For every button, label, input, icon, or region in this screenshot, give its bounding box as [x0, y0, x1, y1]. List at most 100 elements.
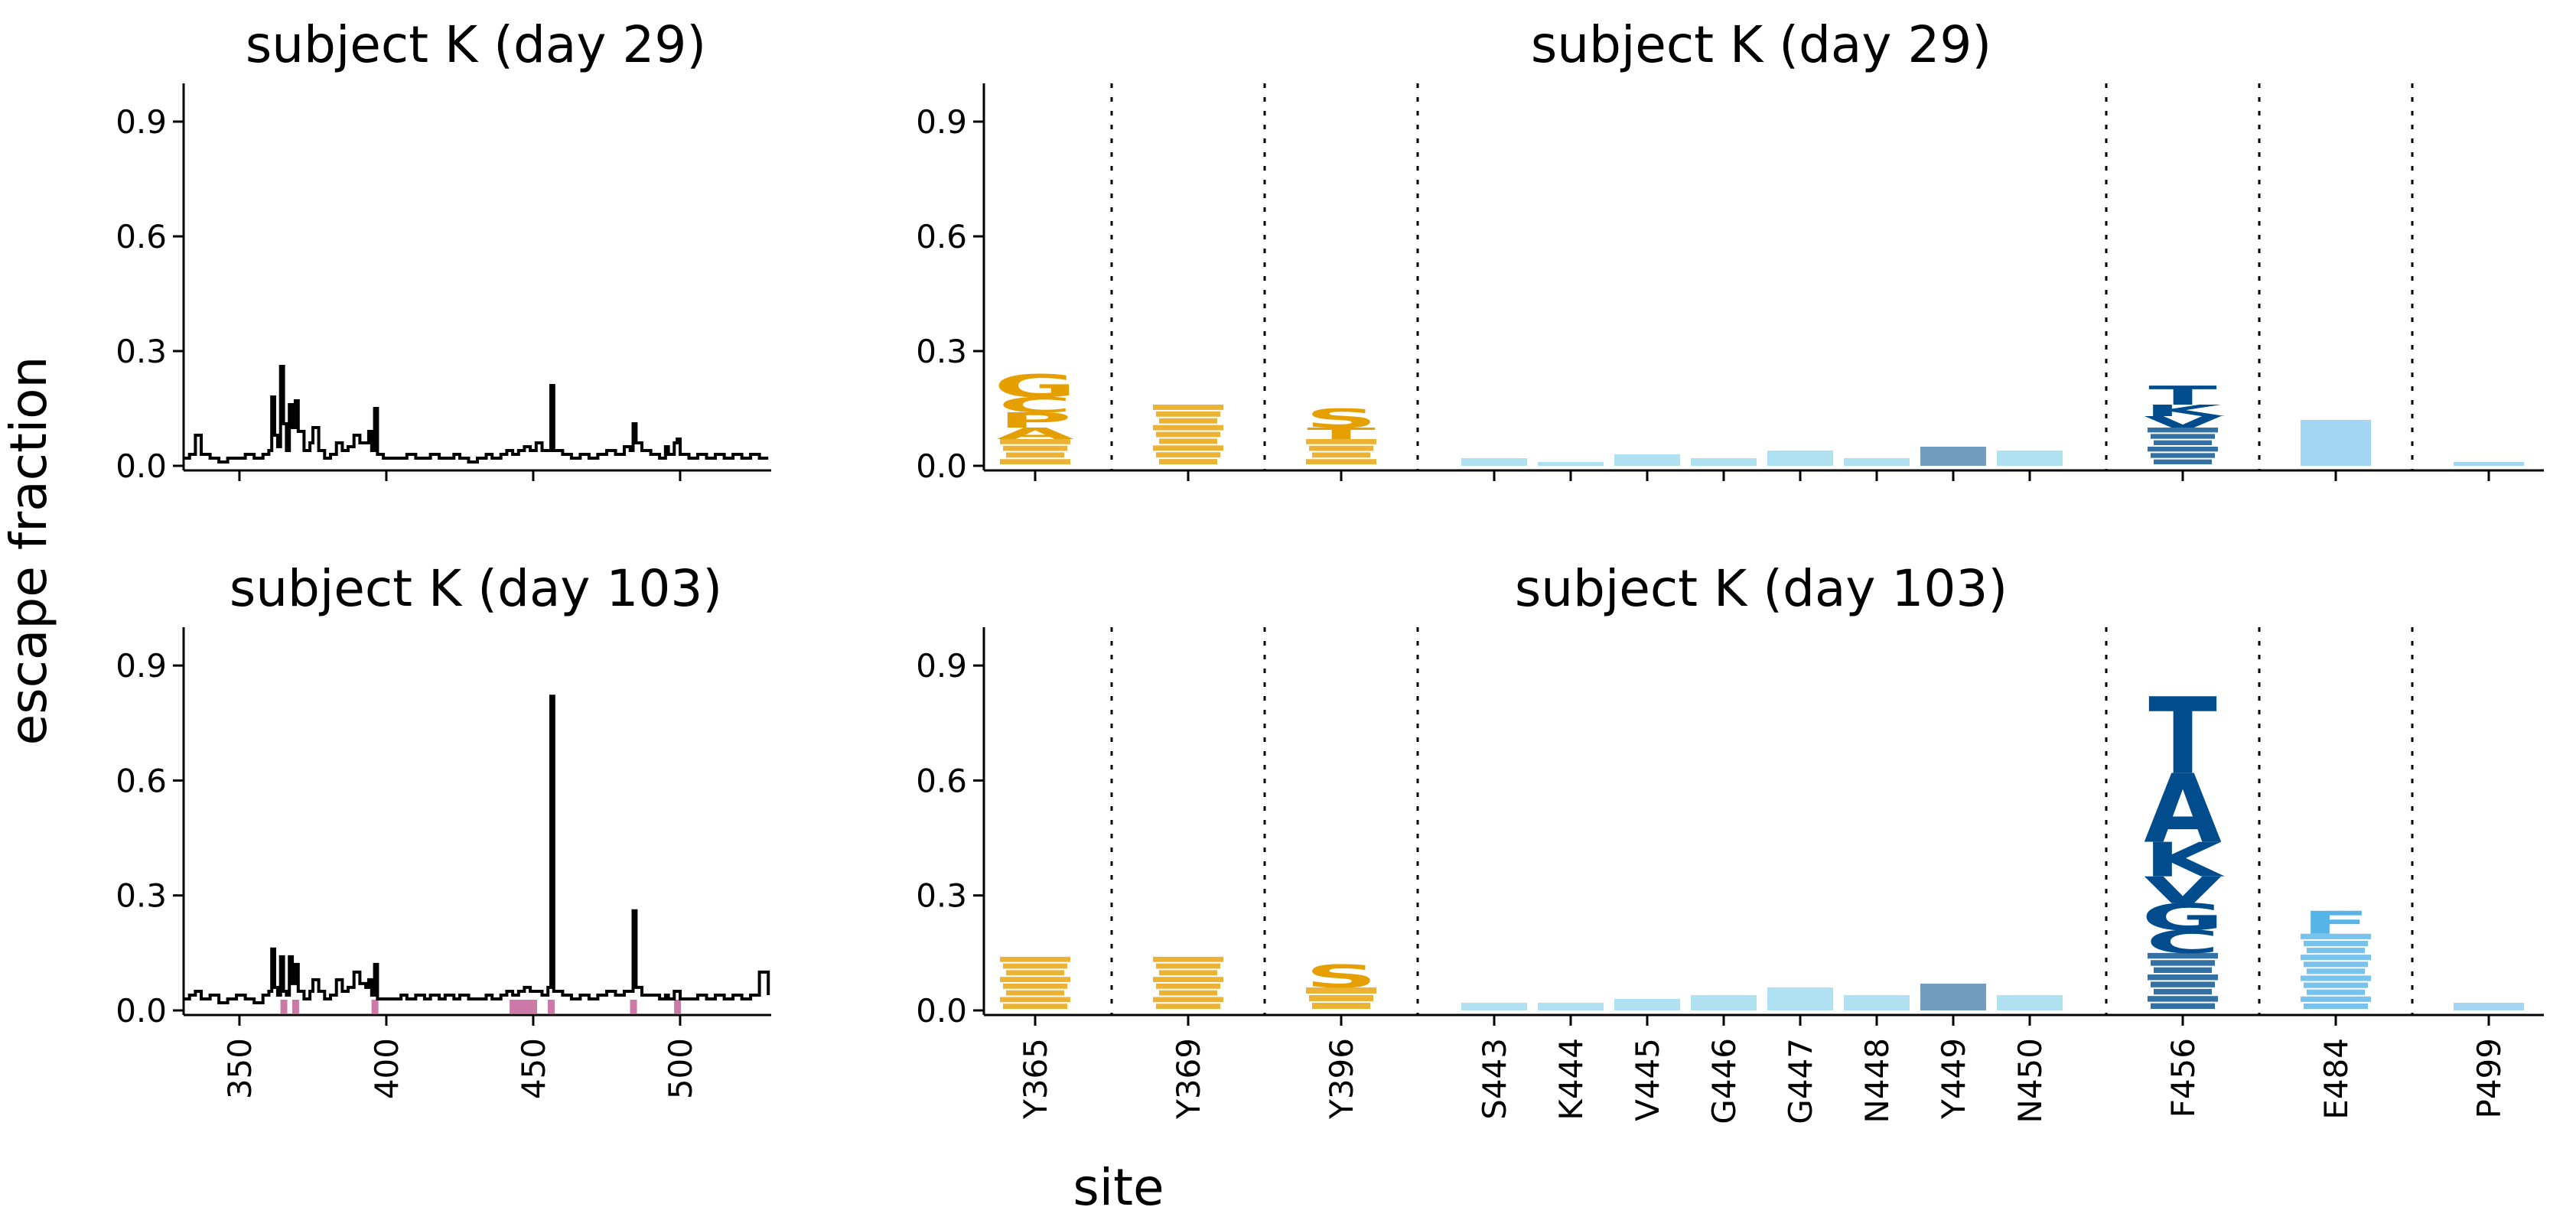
strong-site-marker: [280, 1000, 288, 1013]
logo-bar: [1614, 998, 1680, 1010]
logo-letter-sliver: [1000, 977, 1070, 982]
logo-bar: [1920, 983, 1986, 1010]
title-line-day29: subject K (day 29): [246, 15, 706, 74]
logo-letter-sliver: [2148, 974, 2218, 981]
logo-letter: V: [2144, 413, 2222, 431]
logo-letter: K: [2144, 833, 2225, 888]
escape-trace-line: [184, 695, 770, 1004]
logo-bar: [1614, 454, 1680, 466]
logo-letter-sliver: [1000, 997, 1070, 1003]
logo-letter: C: [2146, 924, 2219, 961]
logo-bar: [1691, 458, 1757, 466]
logo-letter-sliver: [1000, 439, 1070, 444]
x-tick-label: Y365: [1017, 1038, 1054, 1120]
y-tick-label: 0.3: [916, 877, 967, 915]
logo-bar: [1997, 994, 2063, 1010]
logo-bar: [1538, 1002, 1604, 1010]
logo-letter-sliver: [2301, 955, 2371, 961]
escape-trace-line: [184, 365, 769, 464]
y-tick-label: 0.9: [916, 647, 967, 685]
y-tick-label: 0.3: [116, 333, 167, 370]
logo-letter: S: [1305, 958, 1378, 995]
logo-letter-sliver: [2304, 961, 2368, 968]
strong-site-marker: [371, 1000, 379, 1013]
logo-bar: [1844, 458, 1910, 466]
logo-letter-sliver: [2304, 1003, 2368, 1009]
logo-letter-sliver: [2154, 988, 2212, 995]
logo-letter: T: [2148, 675, 2217, 798]
logo-letter: T: [2148, 380, 2217, 411]
logo-letter-sliver: [1000, 956, 1070, 962]
line-plot-day29: 0.0 0.3 0.6 0.9: [116, 83, 771, 485]
x-tick-label: 450: [515, 1038, 552, 1099]
logo-bar: [1691, 994, 1757, 1010]
logo-bar: [1461, 1002, 1527, 1010]
logo-letter: A: [996, 425, 1074, 443]
logo-letter-sliver: [1306, 439, 1376, 444]
logo-bar: [2454, 1002, 2524, 1010]
logo-letter-sliver: [2154, 459, 2212, 464]
strong-site-marker: [630, 1000, 637, 1013]
y-tick-label: 0.0: [116, 992, 167, 1030]
title-line-day103: subject K (day 103): [230, 559, 722, 618]
logo-letter-sliver: [1159, 438, 1217, 444]
line-plot-day103: 0.0 0.3 0.6 0.9 350 400 450 500: [116, 627, 771, 1099]
logo-bar: [1844, 994, 1910, 1010]
y-tick-label: 0.9: [116, 647, 167, 685]
logo-letter-sliver: [1003, 1004, 1067, 1009]
logo-letter-sliver: [1003, 963, 1067, 969]
logo-letter-sliver: [1153, 997, 1223, 1003]
logo-letter-sliver: [2151, 1003, 2215, 1009]
logo-letter-sliver: [2307, 948, 2365, 954]
y-tick-label: 0.6: [116, 218, 167, 255]
logo-letter-sliver: [1156, 452, 1220, 458]
x-tick-label: Y396: [1323, 1038, 1360, 1120]
logo-letter-sliver: [2154, 440, 2212, 445]
figure-ylabel: escape fraction: [0, 356, 58, 746]
logo-letter-sliver: [2304, 982, 2368, 988]
x-tick-label: V445: [1629, 1038, 1666, 1121]
logo-letter-sliver: [2148, 447, 2218, 452]
logo-letter-sliver: [1006, 990, 1064, 996]
strong-site-marker: [674, 1000, 682, 1013]
logo-bar: [1461, 458, 1527, 466]
x-tick-label: N448: [1858, 1038, 1896, 1124]
logo-letter-sliver: [1306, 459, 1376, 464]
logo-letter-sliver: [2151, 981, 2215, 987]
x-tick-label: 500: [662, 1038, 699, 1099]
logo-plot-day103: 0.0 0.3 0.6 0.9 Y365 Y369 Y396 S S443 K444 V445 G44…: [916, 627, 2544, 1124]
y-tick-label: 0.0: [916, 447, 967, 485]
logo-bar: [1997, 451, 2063, 466]
logo-letter: S: [1305, 403, 1378, 434]
logo-letter-sliver: [1000, 459, 1070, 464]
strong-site-marker: [291, 1000, 299, 1013]
y-tick-label: 0.6: [916, 762, 967, 799]
logo-letter-sliver: [1309, 445, 1373, 451]
logo-bar: [1538, 462, 1604, 466]
x-tick-label: G446: [1705, 1038, 1743, 1124]
logo-bar: [1767, 987, 1833, 1010]
logo-letter-sliver: [2148, 428, 2218, 433]
x-tick-label: F456: [2164, 1038, 2202, 1118]
figure-xlabel: site: [1073, 1158, 1164, 1217]
logo-letter-sliver: [2148, 996, 2218, 1002]
y-tick-label: 0.9: [916, 103, 967, 141]
logo-letter-sliver: [2301, 996, 2371, 1002]
title-logo-day103: subject K (day 103): [1515, 559, 2008, 618]
logo-letter-sliver: [1159, 418, 1217, 424]
logo-letter-sliver: [1156, 983, 1220, 989]
y-tick-label: 0.3: [116, 877, 167, 915]
x-tick-label: P499: [2470, 1038, 2508, 1119]
logo-letter-sliver: [1153, 445, 1223, 451]
logo-letter-sliver: [1003, 445, 1067, 451]
logo-bar: [2454, 462, 2524, 466]
logo-letter: G: [994, 368, 1076, 405]
logo-letter-sliver: [1156, 431, 1220, 438]
title-logo-day29: subject K (day 29): [1531, 15, 1991, 74]
y-tick-label: 0.6: [116, 762, 167, 799]
logo-letter-sliver: [1006, 970, 1064, 976]
x-tick-label: K444: [1552, 1038, 1590, 1121]
x-tick-label: E484: [2317, 1038, 2355, 1120]
logo-letter: F: [2301, 905, 2370, 942]
